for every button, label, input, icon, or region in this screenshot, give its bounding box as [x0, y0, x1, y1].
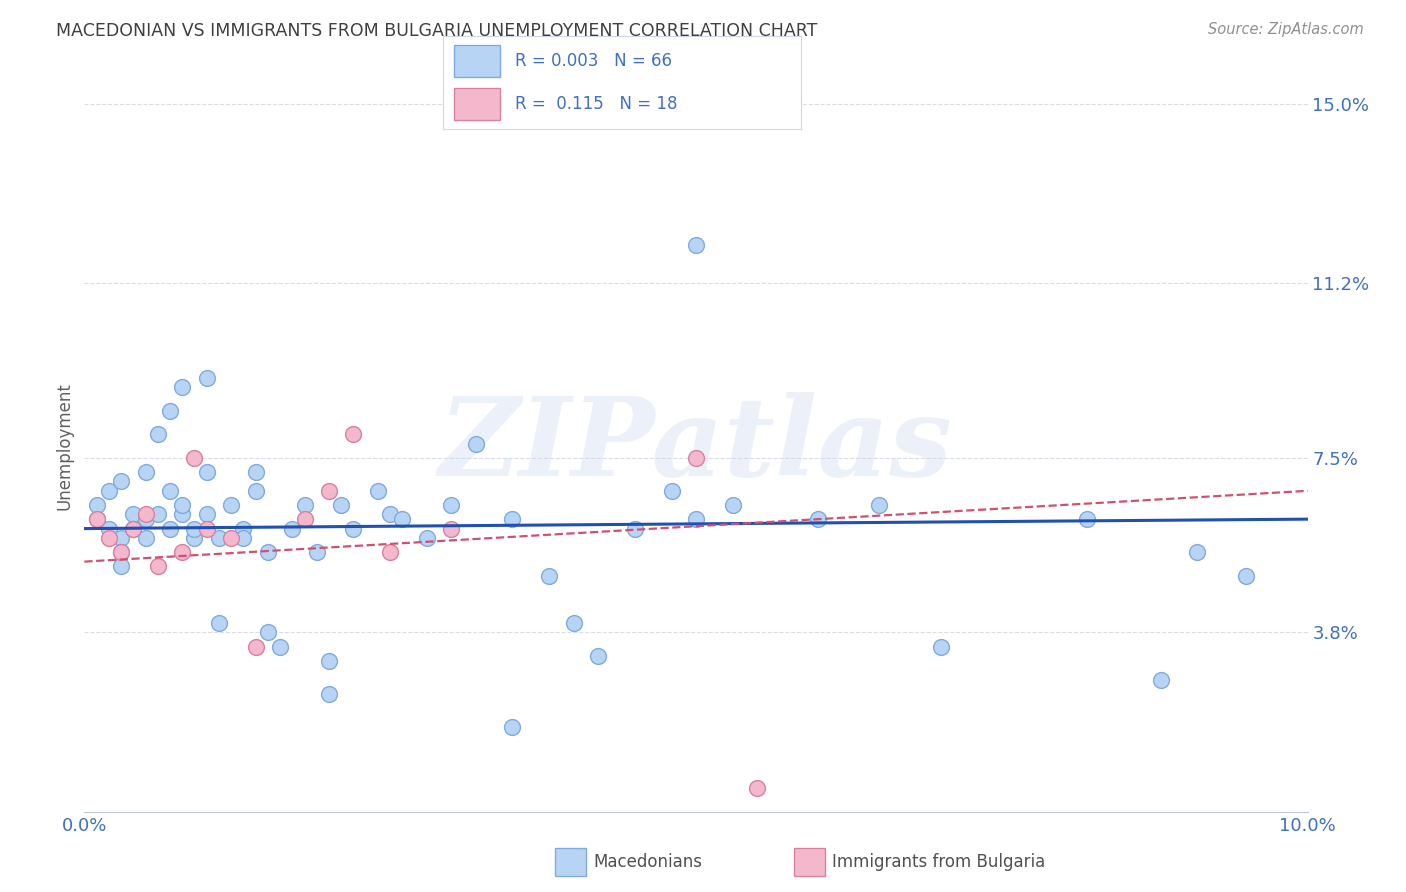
Point — [135, 531, 157, 545]
Point — [183, 522, 205, 536]
Point — [257, 545, 280, 559]
Point — [172, 380, 194, 394]
Point — [1187, 545, 1209, 559]
Point — [538, 568, 561, 582]
Point — [172, 545, 194, 559]
Text: Immigrants from Bulgaria: Immigrants from Bulgaria — [832, 853, 1046, 871]
Point — [257, 625, 280, 640]
Text: R = 0.003   N = 66: R = 0.003 N = 66 — [515, 52, 672, 70]
Text: ZIPatlas: ZIPatlas — [439, 392, 953, 500]
Point — [110, 475, 132, 489]
Text: Source: ZipAtlas.com: Source: ZipAtlas.com — [1208, 22, 1364, 37]
Point — [159, 522, 181, 536]
Point — [305, 545, 328, 559]
Point — [183, 531, 205, 545]
Point — [464, 436, 486, 450]
Point — [747, 781, 769, 796]
Point — [122, 522, 145, 536]
Bar — [454, 45, 501, 77]
Point — [440, 522, 463, 536]
Point — [342, 427, 364, 442]
Point — [245, 483, 267, 498]
Point — [661, 483, 683, 498]
Point — [245, 465, 267, 479]
Bar — [794, 848, 825, 876]
Point — [685, 512, 707, 526]
Point — [195, 522, 218, 536]
Point — [195, 508, 218, 522]
Point — [146, 559, 169, 574]
Point — [110, 545, 132, 559]
Point — [318, 483, 340, 498]
Point — [86, 498, 108, 512]
Point — [807, 512, 830, 526]
Point — [122, 508, 145, 522]
Point — [685, 450, 707, 465]
Point — [269, 640, 291, 654]
Point — [195, 370, 218, 384]
Point — [159, 483, 181, 498]
Point — [97, 522, 120, 536]
Point — [562, 615, 585, 630]
Point — [146, 508, 169, 522]
Point — [208, 615, 231, 630]
Point — [122, 522, 145, 536]
Point — [110, 559, 132, 574]
Point — [135, 512, 157, 526]
Point — [502, 512, 524, 526]
Point — [183, 450, 205, 465]
Point — [159, 403, 181, 417]
Point — [195, 465, 218, 479]
Point — [330, 498, 353, 512]
Point — [380, 545, 402, 559]
Point — [219, 531, 242, 545]
Point — [86, 512, 108, 526]
Point — [146, 427, 169, 442]
Point — [97, 483, 120, 498]
Point — [172, 508, 194, 522]
Point — [294, 498, 316, 512]
Bar — [555, 848, 586, 876]
Point — [721, 498, 744, 512]
Point — [318, 687, 340, 701]
Text: R =  0.115   N = 18: R = 0.115 N = 18 — [515, 95, 678, 113]
Point — [929, 640, 952, 654]
Point — [391, 512, 413, 526]
Point — [86, 512, 108, 526]
Point — [440, 498, 463, 512]
Point — [318, 654, 340, 668]
Point — [281, 522, 304, 536]
Point — [1150, 673, 1173, 687]
Point — [232, 531, 254, 545]
Point — [110, 531, 132, 545]
Point — [219, 498, 242, 512]
Point — [208, 531, 231, 545]
Point — [342, 522, 364, 536]
Point — [624, 522, 647, 536]
Bar — [454, 88, 501, 120]
Point — [1076, 512, 1098, 526]
Y-axis label: Unemployment: Unemployment — [55, 382, 73, 510]
Point — [869, 498, 891, 512]
Point — [367, 483, 389, 498]
Text: MACEDONIAN VS IMMIGRANTS FROM BULGARIA UNEMPLOYMENT CORRELATION CHART: MACEDONIAN VS IMMIGRANTS FROM BULGARIA U… — [56, 22, 818, 40]
Point — [110, 545, 132, 559]
Text: Macedonians: Macedonians — [593, 853, 703, 871]
Point — [135, 508, 157, 522]
Point — [245, 640, 267, 654]
Point — [97, 531, 120, 545]
Point — [502, 720, 524, 734]
Point — [416, 531, 439, 545]
Point — [172, 498, 194, 512]
Point — [586, 648, 609, 663]
Point — [294, 512, 316, 526]
Point — [685, 238, 707, 252]
Point — [232, 522, 254, 536]
Point — [135, 465, 157, 479]
Point — [1234, 568, 1257, 582]
Point — [380, 508, 402, 522]
